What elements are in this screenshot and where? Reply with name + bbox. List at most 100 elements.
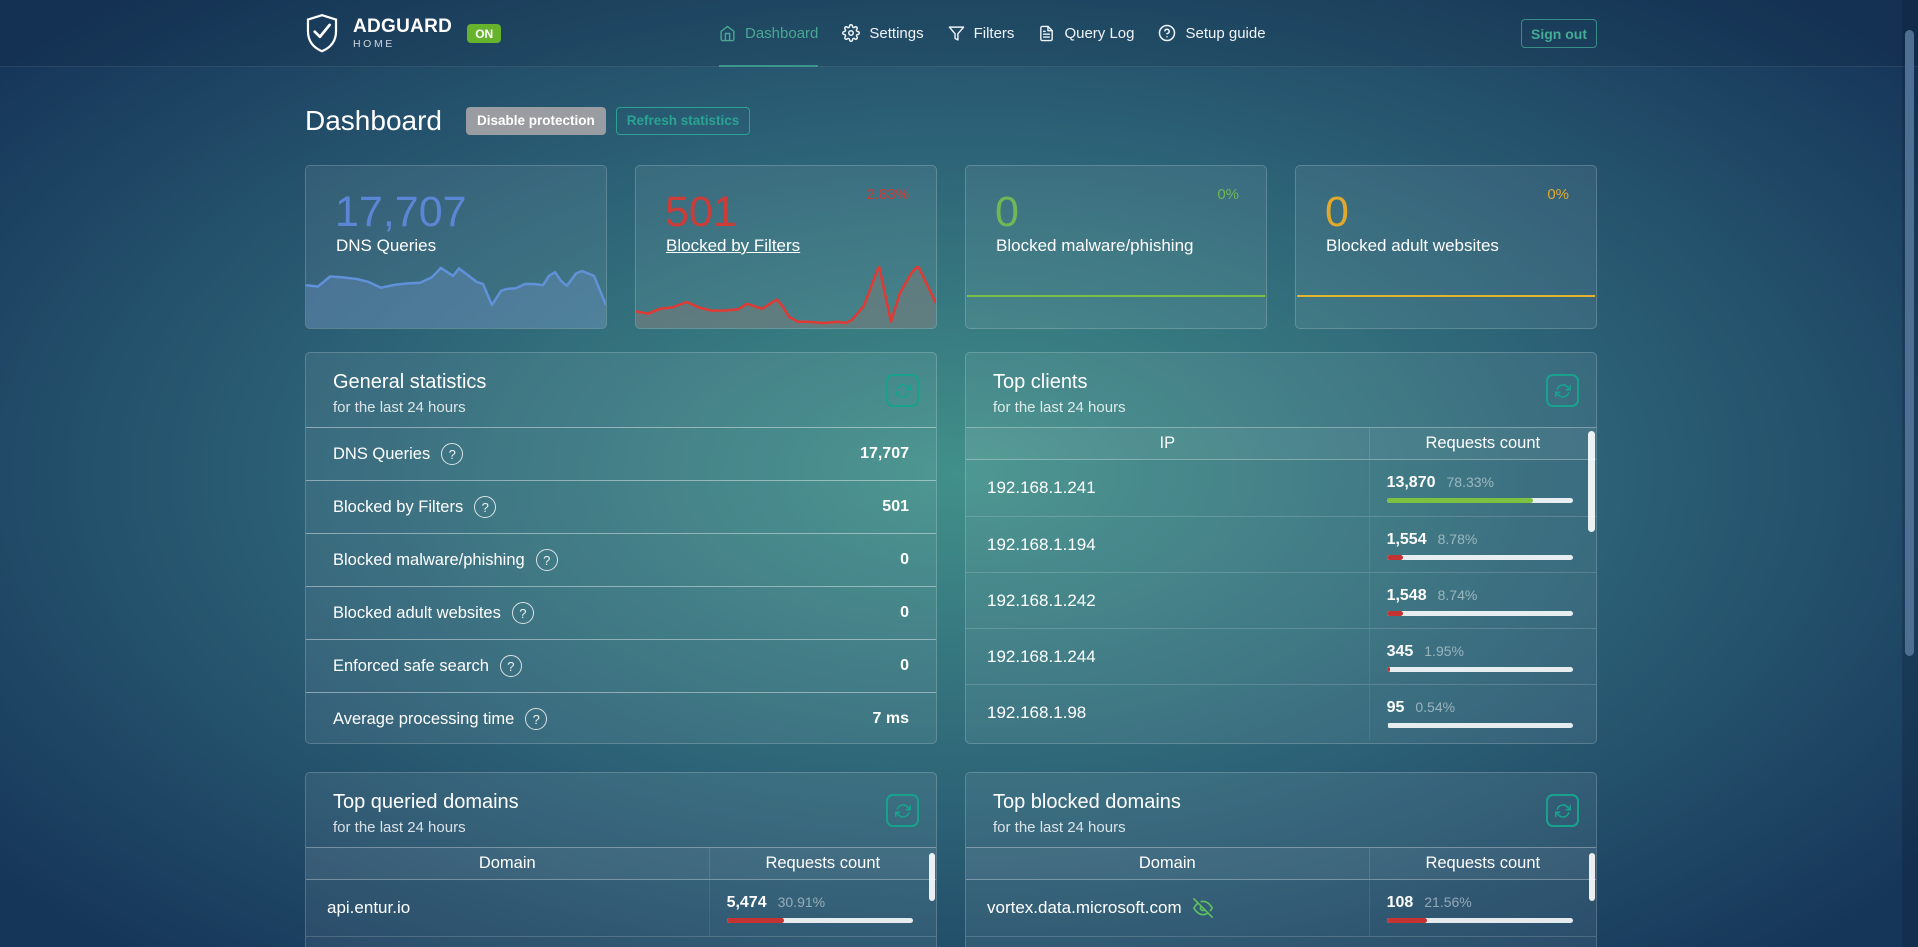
nav-item-settings[interactable]: Settings [842, 0, 924, 66]
table-row: api.entur.io 5,474 30.91% [306, 880, 936, 936]
general-statistics-rows: DNS Queries? 17,707 Blocked by Filters? … [306, 427, 936, 743]
nav-item-label: Filters [973, 24, 1015, 42]
card-blocked-adult: 0 Blocked adult websites 0% [1295, 165, 1597, 329]
requests-count: 345 [1386, 643, 1414, 660]
domain-cell: vortex.data.microsoft.com [966, 880, 1369, 936]
card-percent: 0% [1217, 186, 1239, 203]
refresh-icon-button[interactable] [886, 374, 919, 407]
panel-header: Top queried domains for the last 24 hour… [306, 773, 936, 847]
panel-title: Top blocked domains [993, 791, 1181, 813]
card-label: Blocked by Filters [666, 236, 936, 256]
table-row: 192.168.1.194 1,554 8.78% [966, 516, 1596, 572]
stat-label-text: Average processing time [333, 709, 515, 728]
help-icon[interactable]: ? [474, 496, 497, 518]
panel-title: General statistics [333, 371, 487, 393]
stat-label-text: Blocked malware/phishing [333, 550, 525, 569]
nav-item-query-log[interactable]: Query Log [1038, 0, 1134, 66]
page-scrollbar-thumb[interactable] [1905, 30, 1914, 656]
main-content: Dashboard Disable protection Refresh sta… [305, 101, 1597, 947]
stat-row: DNS Queries? 17,707 [306, 427, 936, 480]
eye-off-icon[interactable] [1192, 898, 1213, 918]
table-row: 192.168.1.98 95 0.54% [966, 684, 1596, 740]
refresh-statistics-button[interactable]: Refresh statistics [615, 107, 751, 135]
top-clients-table: IP Requests count 192.168.1.241 13,870 78… [966, 427, 1596, 740]
panel-subtitle: for the last 24 hours [993, 819, 1126, 836]
stat-row: Average processing time? 7 ms [306, 692, 936, 743]
nav-item-dashboard[interactable]: Dashboard [719, 0, 819, 67]
help-icon[interactable]: ? [511, 602, 534, 624]
table-row: vortex.data.microsoft.com 108 21.56% [966, 880, 1596, 936]
help-icon[interactable]: ? [499, 655, 522, 677]
table-scrollbar-thumb[interactable] [929, 853, 935, 901]
card-label: Blocked adult websites [1326, 236, 1499, 255]
column-header-domain[interactable]: Domain [1138, 854, 1196, 872]
help-icon[interactable]: ? [441, 443, 464, 465]
stat-value: 0 [900, 657, 909, 674]
column-header-requests[interactable]: Requests count [708, 848, 936, 879]
stat-label-text: DNS Queries [333, 444, 431, 463]
stat-value: 501 [882, 498, 909, 515]
table-row-clipped [306, 936, 936, 947]
requests-cell: 1,554 8.78% [1368, 517, 1596, 572]
table-header: Domain Requests count [966, 847, 1596, 880]
panel-subtitle: for the last 24 hours [333, 819, 466, 836]
stat-label: Blocked adult websites? [333, 602, 534, 624]
panels-row-top: General statistics for the last 24 hours… [305, 352, 1597, 744]
requests-cell: 13,870 78.33% [1368, 460, 1596, 516]
column-header-requests[interactable]: Requests count [1368, 428, 1596, 459]
requests-bar [726, 918, 913, 923]
card-value: 501 [665, 188, 737, 236]
nav-item-filters[interactable]: Filters [948, 0, 1015, 66]
column-header-requests[interactable]: Requests count [1368, 848, 1596, 879]
page-scrollbar[interactable] [1902, 0, 1918, 947]
card-value: 17,707 [335, 188, 467, 236]
column-header-ip[interactable]: IP [1159, 434, 1176, 452]
requests-count: 13,870 [1386, 474, 1436, 491]
gear-icon [842, 24, 861, 42]
requests-count: 1,554 [1386, 531, 1427, 548]
table-row: 192.168.1.244 345 1.95% [966, 628, 1596, 684]
requests-bar-fill [1386, 611, 1403, 616]
panel-subtitle: for the last 24 hours [333, 399, 466, 416]
blocked-by-filters-link[interactable]: Blocked by Filters [666, 236, 801, 255]
table-row-clipped [966, 936, 1596, 947]
requests-bar-fill [1386, 555, 1403, 560]
requests-bar-fill [1386, 723, 1388, 728]
file-icon [1040, 25, 1054, 41]
column-header-domain[interactable]: Domain [478, 854, 536, 872]
stat-label-text: Enforced safe search [333, 656, 489, 675]
stat-label: DNS Queries? [333, 443, 464, 465]
refresh-icon-button[interactable] [886, 794, 919, 827]
top-queried-table: Domain Requests count api.entur.io 5,474… [306, 847, 936, 947]
client-ip: 192.168.1.98 [987, 702, 1087, 722]
card-value: 0 [995, 188, 1019, 236]
nav-item-label: Query Log [1064, 24, 1135, 42]
disable-protection-button[interactable]: Disable protection [465, 107, 606, 135]
panel-header: Top clients for the last 24 hours [966, 353, 1596, 427]
card-label: DNS Queries [336, 236, 437, 255]
card-label: Blocked malware/phishing [996, 236, 1194, 255]
refresh-icon-button[interactable] [1546, 374, 1579, 407]
sign-out-button[interactable]: Sign out [1521, 19, 1597, 48]
refresh-icon-button[interactable] [1546, 794, 1579, 827]
requests-percent: 21.56% [1424, 894, 1472, 910]
requests-cell: 345 1.95% [1368, 629, 1596, 684]
panels-row-bottom: Top queried domains for the last 24 hour… [305, 772, 1597, 947]
table-scrollbar-thumb[interactable] [1588, 431, 1595, 532]
requests-bar-fill [726, 918, 785, 923]
stat-row: Enforced safe search? 0 [306, 639, 936, 692]
requests-bar [1386, 555, 1573, 560]
brand-subtitle: HOME [353, 37, 395, 50]
card-percent: 2.83% [866, 186, 909, 203]
stat-row: Blocked malware/phishing? 0 [306, 533, 936, 586]
help-icon[interactable]: ? [535, 549, 558, 571]
main-menu: Dashboard Settings Filters Query Log Set… [719, 0, 1266, 67]
client-ip: 192.168.1.241 [987, 478, 1096, 497]
requests-bar [1386, 723, 1573, 728]
nav-item-setup-guide[interactable]: Setup guide [1158, 0, 1266, 66]
panel-subtitle: for the last 24 hours [993, 399, 1126, 416]
stat-label: Average processing time? [333, 708, 548, 730]
table-scrollbar-thumb[interactable] [1589, 853, 1595, 901]
help-icon[interactable]: ? [525, 708, 548, 730]
help-circle-icon [1159, 24, 1176, 42]
